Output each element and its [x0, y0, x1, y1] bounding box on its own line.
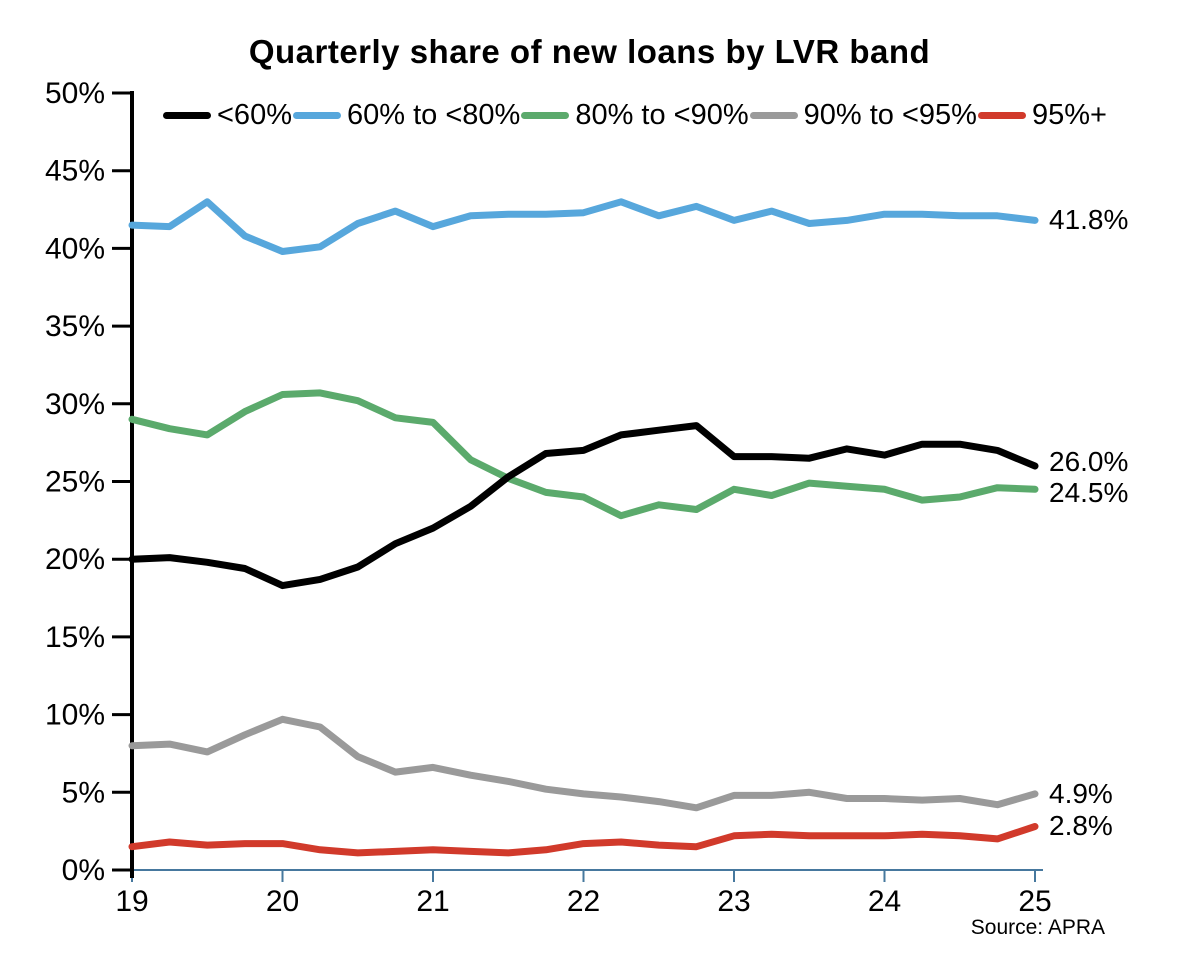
end-label-80to90: 24.5% [1049, 477, 1129, 509]
legend-swatch-80to90 [521, 112, 570, 119]
svg-text:35%: 35% [45, 310, 105, 343]
legend-item-90to95: 90% to <95% [749, 99, 977, 132]
svg-text:15%: 15% [45, 621, 105, 654]
legend-item-80to90: 80% to <90% [521, 99, 749, 132]
legend-item-95plus: 95%+ [977, 99, 1107, 132]
legend-swatch-lt60 [163, 112, 211, 119]
svg-text:21: 21 [416, 885, 449, 918]
legend-swatch-95plus [977, 112, 1026, 119]
end-label-60to80: 41.8% [1049, 204, 1129, 236]
svg-text:30%: 30% [45, 388, 105, 421]
legend-label-lt60: <60% [217, 99, 292, 131]
svg-text:45%: 45% [45, 155, 105, 188]
legend-label-90to95: 90% to <95% [803, 99, 977, 131]
legend-item-lt60: <60% [163, 99, 292, 132]
svg-text:19: 19 [115, 885, 148, 918]
end-label-lt60: 26.0% [1049, 446, 1129, 478]
legend-item-60to80: 60% to <80% [292, 99, 521, 132]
svg-text:10%: 10% [45, 699, 105, 732]
chart-title: Quarterly share of new loans by LVR band [248, 33, 931, 70]
legend-swatch-60to80 [292, 112, 341, 119]
end-label-95plus: 2.8% [1049, 810, 1113, 842]
legend-label-80to90: 80% to <90% [575, 99, 749, 131]
svg-text:50%: 50% [45, 77, 105, 110]
svg-text:23: 23 [717, 885, 750, 918]
svg-text:25: 25 [1018, 885, 1051, 918]
source-note: Source: APRA [970, 916, 1105, 939]
svg-text:24: 24 [868, 885, 901, 918]
svg-text:25%: 25% [45, 466, 105, 499]
chart-legend: <60% 60% to <80% 80% to <90% 90% to <95%… [163, 99, 1107, 132]
svg-text:0%: 0% [62, 854, 105, 887]
svg-text:40%: 40% [45, 232, 105, 265]
svg-text:5%: 5% [62, 776, 105, 809]
legend-swatch-90to95 [749, 112, 798, 119]
svg-text:20%: 20% [45, 543, 105, 576]
svg-text:20: 20 [266, 885, 299, 918]
end-label-90to95: 4.9% [1049, 777, 1113, 809]
svg-text:22: 22 [567, 885, 600, 918]
legend-label-60to80: 60% to <80% [346, 99, 521, 131]
legend-label-95plus: 95%+ [1031, 99, 1107, 131]
